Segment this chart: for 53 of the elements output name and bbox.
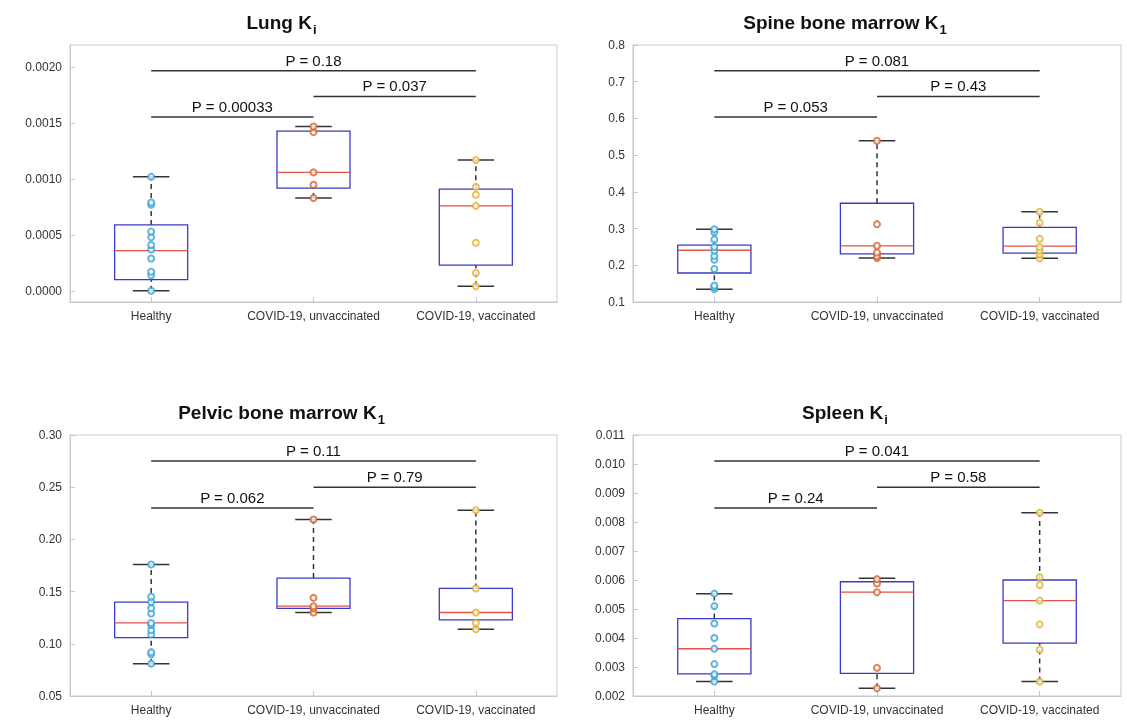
x-tick-label: COVID-19, vaccinated <box>416 309 536 323</box>
y-tick-label: 0.3 <box>608 221 626 236</box>
y-tick-label: 0.8 <box>608 38 626 52</box>
annotation: P = 0.79 <box>366 468 423 486</box>
annotation: P = 0.062 <box>200 489 265 507</box>
y-tick-label: 0.006 <box>594 573 626 587</box>
y-tick-label: 0.004 <box>594 631 626 645</box>
x-tick-label: Healthy <box>693 703 735 717</box>
annotation: P = 0.081 <box>844 51 910 69</box>
y-tick-label: 0.4 <box>608 184 626 199</box>
y-tick-label: 0.0020 <box>25 60 63 75</box>
y-tick-label: 0.003 <box>594 660 626 674</box>
annotation: P = 0.18 <box>285 51 342 69</box>
y-tick-label: 0.009 <box>594 486 626 500</box>
y-tick-label: 0.0010 <box>25 172 63 187</box>
x-tick-label: COVID-19, unvaccinated <box>810 309 944 323</box>
x-tick-label: Healthy <box>130 309 172 323</box>
y-tick-label: 0.002 <box>594 689 626 703</box>
y-tick-label: 0.7 <box>608 74 626 89</box>
x-tick-label: COVID-19, unvaccinated <box>247 309 380 323</box>
x-tick-label: COVID-19, unvaccinated <box>810 703 944 717</box>
annotation: P = 0.041 <box>844 442 910 460</box>
y-tick-label: 0.10 <box>38 636 63 651</box>
y-tick-label: 0.0015 <box>25 116 63 131</box>
annotation: P = 0.11 <box>286 442 341 460</box>
y-tick-label: 0.008 <box>594 515 626 529</box>
y-tick-label: 0.20 <box>38 532 63 547</box>
y-tick-label: 0.1 <box>608 295 626 309</box>
y-tick-label: 0.0005 <box>25 227 63 242</box>
y-tick-label: 0.15 <box>38 584 63 599</box>
y-tick-label: 0.6 <box>608 111 626 126</box>
y-tick-label: 0.011 <box>595 428 626 442</box>
annotation: P = 0.053 <box>763 97 828 115</box>
y-tick-label: 0.5 <box>608 148 626 163</box>
annotation: P = 0.58 <box>930 468 987 486</box>
y-tick-label: 0.25 <box>38 480 63 495</box>
y-tick-label: 0.2 <box>608 258 626 273</box>
x-tick-label: COVID-19, vaccinated <box>416 703 536 717</box>
x-tick-label: Healthy <box>693 309 735 323</box>
annotation: P = 0.00033 <box>191 97 273 115</box>
annotation: P = 0.43 <box>930 77 987 95</box>
annotation: P = 0.24 <box>767 489 824 507</box>
x-tick-label: COVID-19, vaccinated <box>979 309 1100 323</box>
y-tick-label: 0.010 <box>594 457 626 471</box>
x-tick-label: COVID-19, vaccinated <box>979 703 1100 717</box>
x-tick-label: Healthy <box>130 703 172 717</box>
x-tick-label: COVID-19, unvaccinated <box>247 703 380 717</box>
y-tick-label: 0.30 <box>38 428 63 442</box>
y-tick-label: 0.05 <box>38 689 63 703</box>
annotation: P = 0.037 <box>362 77 427 95</box>
y-tick-label: 0.005 <box>594 602 626 616</box>
y-tick-label: 0.007 <box>594 544 626 558</box>
y-tick-label: 0.0000 <box>25 283 63 298</box>
